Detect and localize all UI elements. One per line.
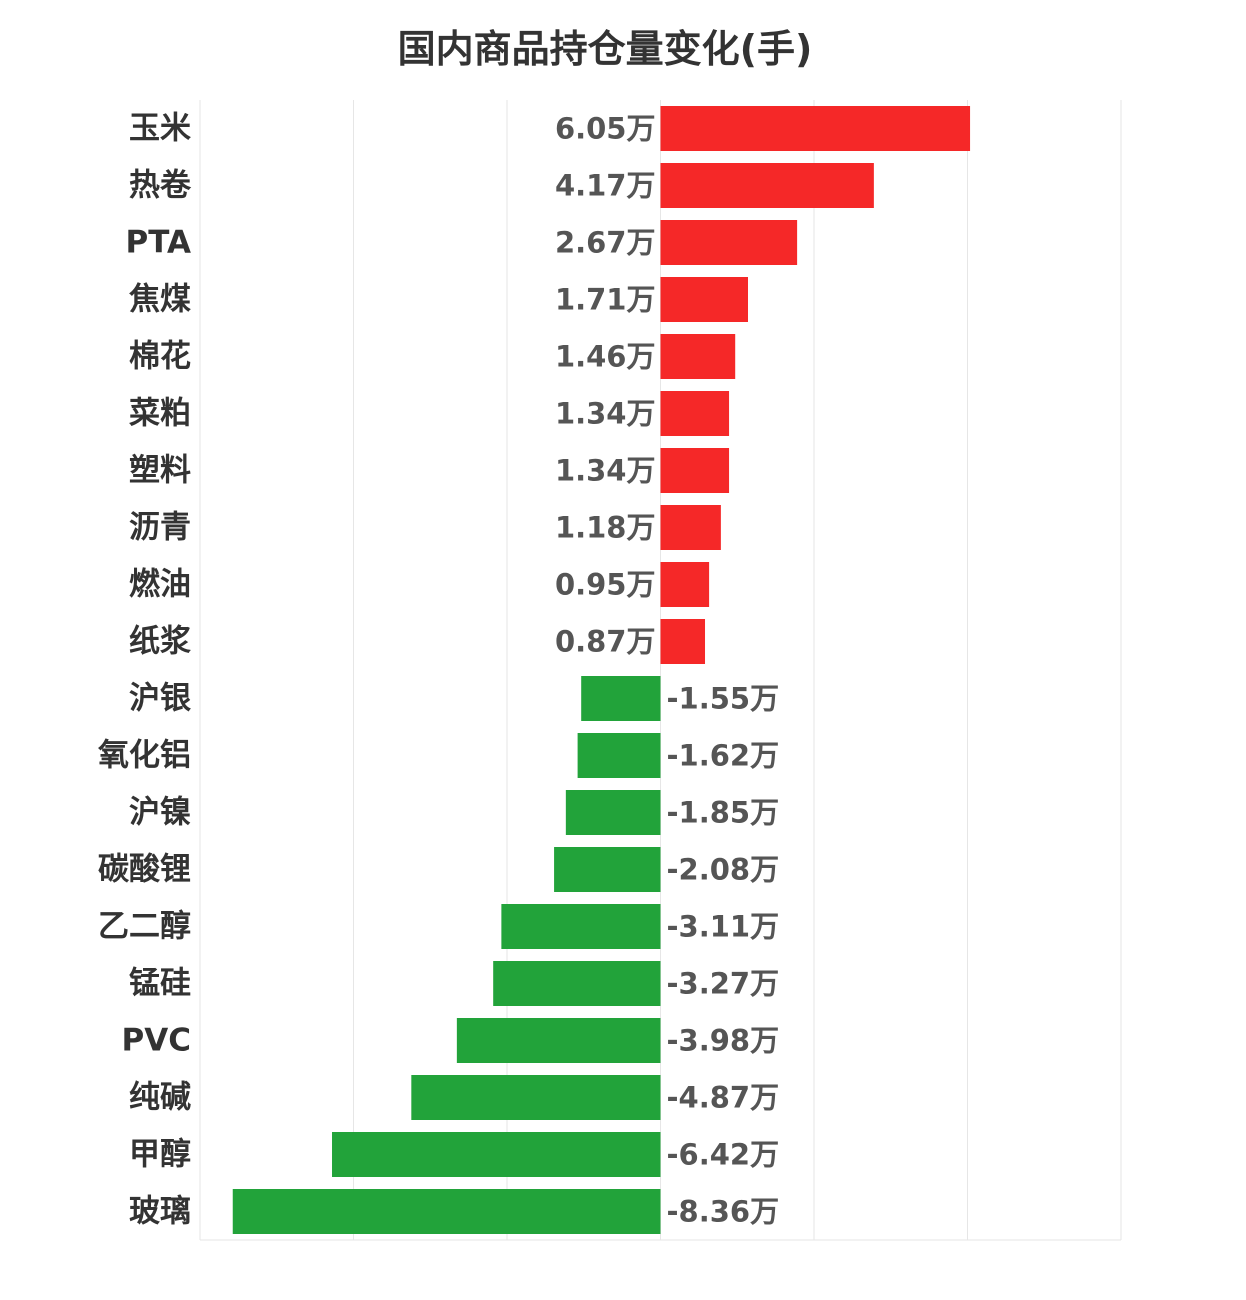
category-label: 沪银 <box>129 681 191 717</box>
bar <box>660 163 874 208</box>
bar <box>577 733 661 778</box>
value-label: 0.87万 <box>555 625 656 659</box>
bar <box>660 220 798 265</box>
bars <box>232 106 971 1234</box>
category-label: 碳酸锂 <box>98 852 191 888</box>
category-label: 沪镍 <box>129 795 191 831</box>
value-label: 4.17万 <box>555 169 656 203</box>
value-label: -1.85万 <box>667 796 780 830</box>
category-label: 氧化铝 <box>98 738 191 774</box>
value-label: 1.34万 <box>555 454 656 488</box>
bar <box>493 961 661 1006</box>
value-label: -3.27万 <box>667 967 780 1001</box>
value-label: -6.42万 <box>667 1138 780 1172</box>
category-label: 锰硅 <box>129 966 191 1002</box>
category-label: PVC <box>122 1023 191 1059</box>
value-label: 2.67万 <box>555 226 656 260</box>
value-label: -4.87万 <box>667 1081 780 1115</box>
category-label: 玻璃 <box>129 1194 191 1230</box>
bar <box>660 619 706 664</box>
category-label: 玉米 <box>129 111 191 147</box>
bar <box>232 1189 661 1234</box>
bar <box>456 1018 661 1063</box>
value-label: -1.62万 <box>667 739 780 773</box>
value-label: 1.46万 <box>555 340 656 374</box>
value-label: -3.11万 <box>667 910 780 944</box>
category-label: 甲醇 <box>129 1137 191 1173</box>
bar <box>660 505 721 550</box>
bar <box>332 1132 661 1177</box>
category-label: 棉花 <box>129 339 191 375</box>
bar <box>581 676 661 721</box>
category-label: 燃油 <box>129 567 191 603</box>
bar <box>660 391 730 436</box>
value-label: -3.98万 <box>667 1024 780 1058</box>
category-label: 纸浆 <box>129 624 191 660</box>
category-label: 沥青 <box>129 510 191 546</box>
value-label: 1.18万 <box>555 511 656 545</box>
bar <box>411 1075 661 1120</box>
category-label: 纯碱 <box>129 1080 191 1116</box>
category-label: PTA <box>126 225 191 261</box>
value-label: -2.08万 <box>667 853 780 887</box>
bar <box>660 277 748 322</box>
category-label: 热卷 <box>129 168 192 204</box>
grid-lines <box>199 100 1122 1241</box>
category-label: 焦煤 <box>129 282 191 318</box>
value-label: 1.71万 <box>555 283 656 317</box>
value-label: -8.36万 <box>667 1195 780 1229</box>
chart-title: 国内商品持仓量变化(手) <box>397 27 813 71</box>
value-label: 1.34万 <box>555 397 656 431</box>
bar <box>660 448 730 493</box>
bar <box>501 904 661 949</box>
bar <box>660 562 710 607</box>
bar <box>660 334 736 379</box>
category-label: 塑料 <box>129 453 191 489</box>
category-label: 乙二醇 <box>98 909 191 945</box>
value-label: 6.05万 <box>555 112 656 146</box>
value-label: 0.95万 <box>555 568 656 602</box>
value-label: -1.55万 <box>667 682 780 716</box>
bar <box>565 790 661 835</box>
bar <box>660 106 971 151</box>
category-label: 菜粕 <box>129 396 191 432</box>
bar <box>554 847 661 892</box>
